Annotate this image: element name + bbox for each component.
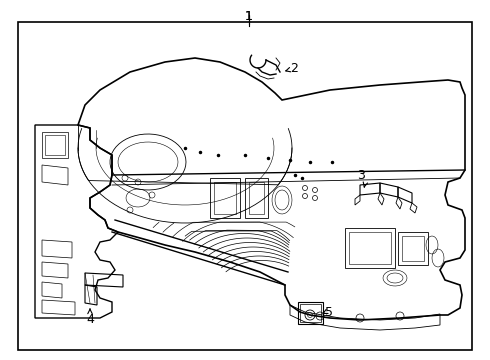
Text: 5: 5 [325, 306, 333, 319]
Text: 2: 2 [290, 62, 298, 75]
Text: 1: 1 [245, 10, 253, 23]
Text: 1: 1 [245, 10, 253, 23]
Text: 3: 3 [357, 169, 365, 182]
Text: 4: 4 [86, 313, 94, 326]
